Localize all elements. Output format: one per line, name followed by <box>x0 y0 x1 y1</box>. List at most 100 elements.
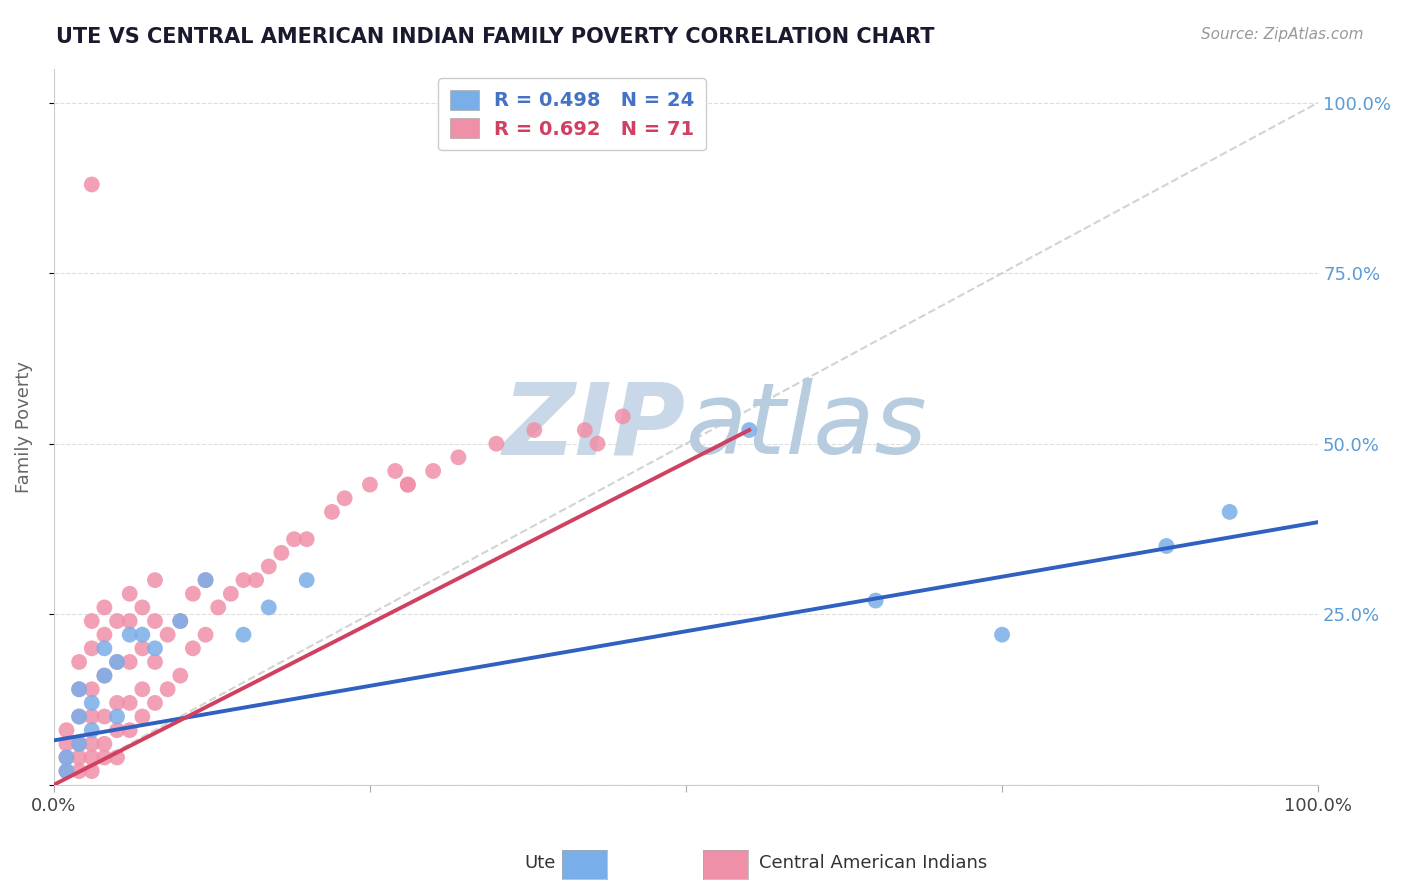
Point <box>67 655 90 669</box>
Point <box>105 723 128 738</box>
Point <box>181 641 204 656</box>
Point <box>67 737 90 751</box>
Point <box>194 628 217 642</box>
Point <box>194 573 217 587</box>
Point <box>80 178 103 192</box>
Point <box>118 723 141 738</box>
Point <box>55 750 77 764</box>
Point <box>93 750 115 764</box>
Point <box>1219 505 1241 519</box>
Point <box>283 532 305 546</box>
Point <box>67 682 90 697</box>
Point <box>523 423 546 437</box>
Point <box>118 628 141 642</box>
Point <box>80 682 103 697</box>
Point <box>257 559 280 574</box>
Point <box>143 573 166 587</box>
Point <box>359 477 381 491</box>
Point <box>118 655 141 669</box>
Point <box>80 696 103 710</box>
Point <box>93 668 115 682</box>
Point <box>93 600 115 615</box>
Point <box>143 641 166 656</box>
Point <box>131 628 153 642</box>
Point <box>80 614 103 628</box>
Text: Central American Indians: Central American Indians <box>759 855 987 872</box>
Point <box>55 764 77 778</box>
Point <box>80 723 103 738</box>
Legend: R = 0.498   N = 24, R = 0.692   N = 71: R = 0.498 N = 24, R = 0.692 N = 71 <box>439 78 706 151</box>
Point <box>105 655 128 669</box>
Point <box>67 682 90 697</box>
Point <box>67 737 90 751</box>
Point <box>131 709 153 723</box>
Point <box>55 723 77 738</box>
Point <box>131 641 153 656</box>
Point <box>574 423 596 437</box>
Point <box>422 464 444 478</box>
Point <box>333 491 356 506</box>
Point <box>55 750 77 764</box>
Point <box>396 477 419 491</box>
Point <box>1156 539 1178 553</box>
Point <box>738 423 761 437</box>
Text: Source: ZipAtlas.com: Source: ZipAtlas.com <box>1201 27 1364 42</box>
Y-axis label: Family Poverty: Family Poverty <box>15 360 32 492</box>
Point <box>143 655 166 669</box>
Point <box>156 682 179 697</box>
Point <box>80 737 103 751</box>
Point <box>447 450 470 465</box>
Point <box>93 709 115 723</box>
Point <box>105 750 128 764</box>
Point <box>67 764 90 778</box>
Point <box>245 573 267 587</box>
Point <box>80 750 103 764</box>
Point <box>207 600 229 615</box>
Point <box>67 750 90 764</box>
Point <box>321 505 343 519</box>
Point <box>93 668 115 682</box>
Point <box>169 614 191 628</box>
Point <box>586 436 609 450</box>
Point <box>93 628 115 642</box>
Point <box>55 737 77 751</box>
Point <box>384 464 406 478</box>
Point <box>67 709 90 723</box>
Point <box>143 696 166 710</box>
Point <box>118 696 141 710</box>
Point <box>55 764 77 778</box>
Point <box>105 709 128 723</box>
Point <box>105 614 128 628</box>
Point <box>105 696 128 710</box>
Point <box>396 477 419 491</box>
Point <box>865 593 887 607</box>
Point <box>219 587 242 601</box>
Point <box>169 668 191 682</box>
Point <box>232 628 254 642</box>
Point <box>181 587 204 601</box>
Point <box>118 587 141 601</box>
Point <box>612 409 634 424</box>
Point <box>93 641 115 656</box>
Point <box>295 573 318 587</box>
Point <box>80 709 103 723</box>
Point <box>295 532 318 546</box>
Text: Ute: Ute <box>524 855 555 872</box>
Point <box>485 436 508 450</box>
Point <box>143 614 166 628</box>
Point <box>257 600 280 615</box>
Point <box>169 614 191 628</box>
Text: atlas: atlas <box>686 378 928 475</box>
Point <box>118 614 141 628</box>
Point <box>131 682 153 697</box>
Point <box>80 764 103 778</box>
Text: ZIP: ZIP <box>503 378 686 475</box>
Point <box>991 628 1014 642</box>
Point <box>131 600 153 615</box>
Point <box>156 628 179 642</box>
Point <box>270 546 292 560</box>
Point <box>232 573 254 587</box>
Text: UTE VS CENTRAL AMERICAN INDIAN FAMILY POVERTY CORRELATION CHART: UTE VS CENTRAL AMERICAN INDIAN FAMILY PO… <box>56 27 935 46</box>
Point <box>80 641 103 656</box>
Point <box>67 709 90 723</box>
